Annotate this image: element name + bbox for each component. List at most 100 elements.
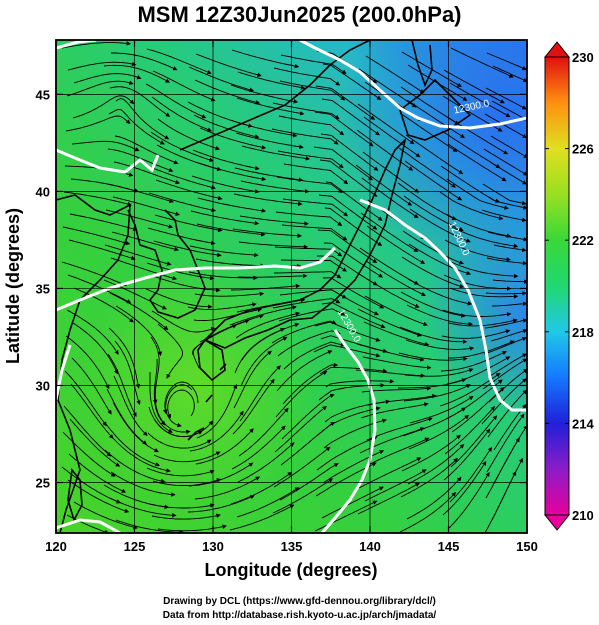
streamline bbox=[199, 127, 267, 150]
streamline bbox=[145, 83, 207, 119]
streamline bbox=[146, 48, 212, 75]
streamline bbox=[153, 240, 222, 258]
streamline bbox=[69, 418, 121, 467]
streamline bbox=[280, 421, 336, 466]
streamline bbox=[233, 350, 272, 409]
streamline bbox=[315, 85, 376, 120]
streamline bbox=[152, 70, 216, 102]
streamline bbox=[398, 352, 468, 362]
streamline bbox=[486, 257, 527, 266]
streamline bbox=[491, 100, 527, 121]
streamline bbox=[486, 52, 527, 71]
streamline bbox=[283, 341, 346, 370]
lon-tick-label: 140 bbox=[359, 539, 381, 554]
lat-tick-label: 35 bbox=[36, 281, 50, 296]
streamline bbox=[484, 318, 527, 329]
streamline bbox=[362, 151, 420, 193]
streamline bbox=[441, 329, 511, 339]
x-axis-label: Longitude (degrees) bbox=[204, 560, 377, 580]
streamline bbox=[366, 225, 426, 264]
streamline bbox=[105, 209, 174, 229]
streamline bbox=[272, 478, 333, 514]
streamline bbox=[273, 446, 331, 488]
streamline bbox=[403, 195, 464, 232]
streamline bbox=[321, 302, 386, 329]
streamline bbox=[147, 432, 212, 449]
streamline bbox=[440, 165, 501, 203]
streamline bbox=[103, 64, 171, 83]
streamline bbox=[111, 52, 178, 71]
streamline bbox=[365, 260, 426, 296]
streamline bbox=[492, 279, 527, 284]
streamline bbox=[448, 340, 515, 359]
streamline bbox=[229, 504, 295, 531]
streamline bbox=[281, 224, 348, 241]
streamline bbox=[145, 288, 213, 309]
streamline bbox=[115, 305, 163, 357]
streamline bbox=[230, 471, 293, 505]
axis-ticks bbox=[55, 40, 528, 533]
streamline bbox=[282, 362, 339, 405]
streamline bbox=[231, 425, 286, 470]
streamline bbox=[316, 436, 378, 471]
lon-tick-label: 135 bbox=[281, 539, 303, 554]
streamline bbox=[109, 292, 169, 331]
streamline bbox=[483, 336, 527, 355]
streamline bbox=[195, 53, 262, 77]
streamline bbox=[113, 161, 181, 185]
streamline bbox=[146, 262, 215, 281]
colorbar-ticks: 230 226 222 218 214 210 bbox=[545, 50, 594, 523]
streamline bbox=[324, 207, 383, 247]
streamline bbox=[62, 431, 116, 477]
streamline bbox=[273, 67, 341, 86]
streamline bbox=[166, 389, 195, 419]
streamline bbox=[232, 228, 302, 238]
streamline bbox=[445, 213, 512, 238]
streamline bbox=[197, 197, 267, 213]
coastline-honshu bbox=[203, 137, 407, 349]
streamline bbox=[71, 357, 112, 415]
streamline bbox=[317, 229, 378, 263]
streamline bbox=[114, 135, 179, 165]
streamline bbox=[400, 291, 466, 318]
streamline bbox=[485, 437, 520, 499]
streamline bbox=[231, 49, 300, 69]
streamline bbox=[403, 384, 471, 402]
longitude-tick-labels: 120 125 130 135 140 145 150 bbox=[45, 539, 538, 554]
streamline bbox=[241, 145, 311, 161]
streamline bbox=[450, 47, 514, 78]
streamline bbox=[440, 350, 507, 372]
streamline bbox=[109, 497, 177, 518]
streamline bbox=[72, 95, 135, 119]
streamline bbox=[189, 410, 244, 452]
streamline bbox=[441, 130, 501, 169]
streamline bbox=[157, 524, 227, 532]
streamline bbox=[154, 214, 223, 233]
streamline bbox=[363, 321, 430, 347]
colorbar-max-arrow bbox=[543, 41, 571, 58]
streamline bbox=[63, 405, 112, 457]
streamline bbox=[321, 98, 380, 136]
streamline bbox=[69, 213, 138, 232]
colorbar-tick-label: 226 bbox=[572, 142, 594, 157]
streamline bbox=[449, 446, 492, 503]
streamline bbox=[154, 419, 214, 438]
streamline bbox=[319, 366, 388, 375]
streamline bbox=[490, 135, 527, 159]
streamline bbox=[277, 330, 341, 357]
streamline bbox=[281, 393, 335, 440]
streamline bbox=[108, 327, 141, 389]
colorbar: 230 226 222 218 214 210 bbox=[543, 41, 594, 531]
streamline bbox=[358, 457, 422, 489]
streamline bbox=[319, 159, 378, 197]
streamline bbox=[232, 378, 275, 435]
streamline bbox=[199, 314, 264, 343]
streamline bbox=[358, 273, 420, 308]
streamline bbox=[365, 55, 425, 94]
streamline bbox=[187, 495, 255, 513]
streamline bbox=[487, 231, 527, 242]
streamline bbox=[237, 71, 306, 90]
streamline bbox=[62, 226, 131, 246]
streamline bbox=[194, 79, 261, 105]
